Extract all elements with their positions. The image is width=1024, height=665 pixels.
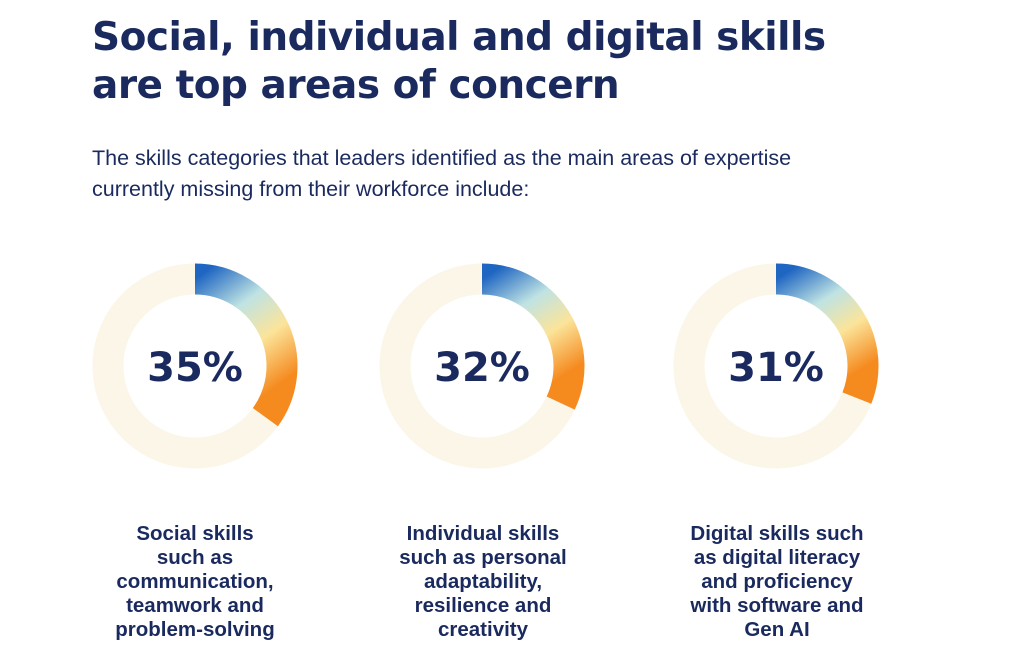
donut-value-arc xyxy=(194,263,298,427)
caption-line: such as personal xyxy=(399,546,567,569)
caption-line: problem-solving xyxy=(115,618,275,641)
page-title: Social, individual and digital skills ar… xyxy=(92,14,972,110)
donut-value-label: 31% xyxy=(728,345,824,391)
caption-line: teamwork and xyxy=(126,594,264,617)
caption-line: adaptability, xyxy=(423,570,543,593)
page-subtitle: The skills categories that leaders ident… xyxy=(92,143,972,205)
title-line-1: Social, individual and digital skills xyxy=(92,15,826,60)
caption-line: resilience and xyxy=(414,594,552,617)
caption-line: creativity xyxy=(437,618,529,641)
caption-social-skills: Social skills such as communication, tea… xyxy=(85,522,305,642)
donut-social-skills: 35% xyxy=(92,263,298,469)
subtitle-line-1: The skills categories that leaders ident… xyxy=(92,146,792,170)
caption-individual-skills: Individual skills such as personal adapt… xyxy=(373,522,593,642)
caption-line: Digital skills such xyxy=(690,522,864,545)
caption-line: communication, xyxy=(116,570,274,593)
caption-line: such as xyxy=(156,546,234,569)
donut-value-arc xyxy=(775,263,879,404)
donut-individual-skills: 32% xyxy=(379,263,585,469)
donut-value-arc xyxy=(481,263,585,410)
caption-line: Social skills xyxy=(136,522,254,545)
donut-digital-skills: 31% xyxy=(673,263,879,469)
caption-line: and proficiency xyxy=(701,570,853,593)
caption-line: with software and xyxy=(690,594,864,617)
caption-line: as digital literacy xyxy=(693,546,861,569)
caption-digital-skills: Digital skills such as digital literacy … xyxy=(667,522,887,642)
donut-value-label: 32% xyxy=(434,345,530,391)
donut-value-label: 35% xyxy=(147,345,243,391)
subtitle-line-2: currently missing from their workforce i… xyxy=(92,177,530,201)
caption-line: Individual skills xyxy=(406,522,560,545)
title-line-2: are top areas of concern xyxy=(92,63,620,108)
caption-line: Gen AI xyxy=(744,618,810,641)
